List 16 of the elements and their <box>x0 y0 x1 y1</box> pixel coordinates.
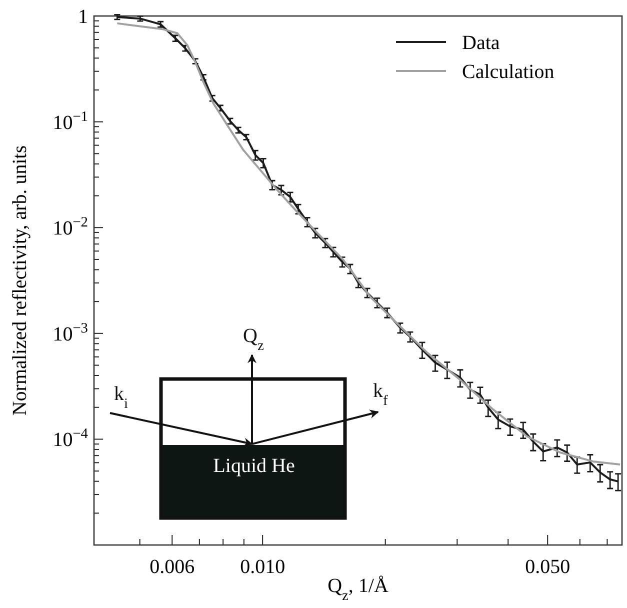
annotation: k$_{f}$ <box>373 380 388 409</box>
y-tick-label: 10$^{−2}$ <box>52 214 88 240</box>
annotation: Liquid He <box>213 455 295 477</box>
annotation: k$_{i}$ <box>114 383 128 412</box>
y-tick-label: 1 <box>78 6 88 28</box>
x-tick-label: 0.050 <box>525 556 570 578</box>
annotation: Q$_{z}$ <box>243 325 264 354</box>
x-tick-label: 0.010 <box>240 556 286 578</box>
x-tick-label: 0.006 <box>150 556 195 578</box>
y-axis-title: Normalized reflectivity, arb. units <box>9 145 31 416</box>
y-tick-label: 10$^{−4}$ <box>52 426 88 452</box>
x-axis-title: Q$_{z}$, 1/Å <box>328 575 389 604</box>
y-tick-label: 10$^{−1}$ <box>52 108 88 134</box>
legend-label: Calculation <box>462 61 554 83</box>
y-tick-label: 10$^{−3}$ <box>52 320 88 346</box>
legend-label: Data <box>462 32 500 54</box>
